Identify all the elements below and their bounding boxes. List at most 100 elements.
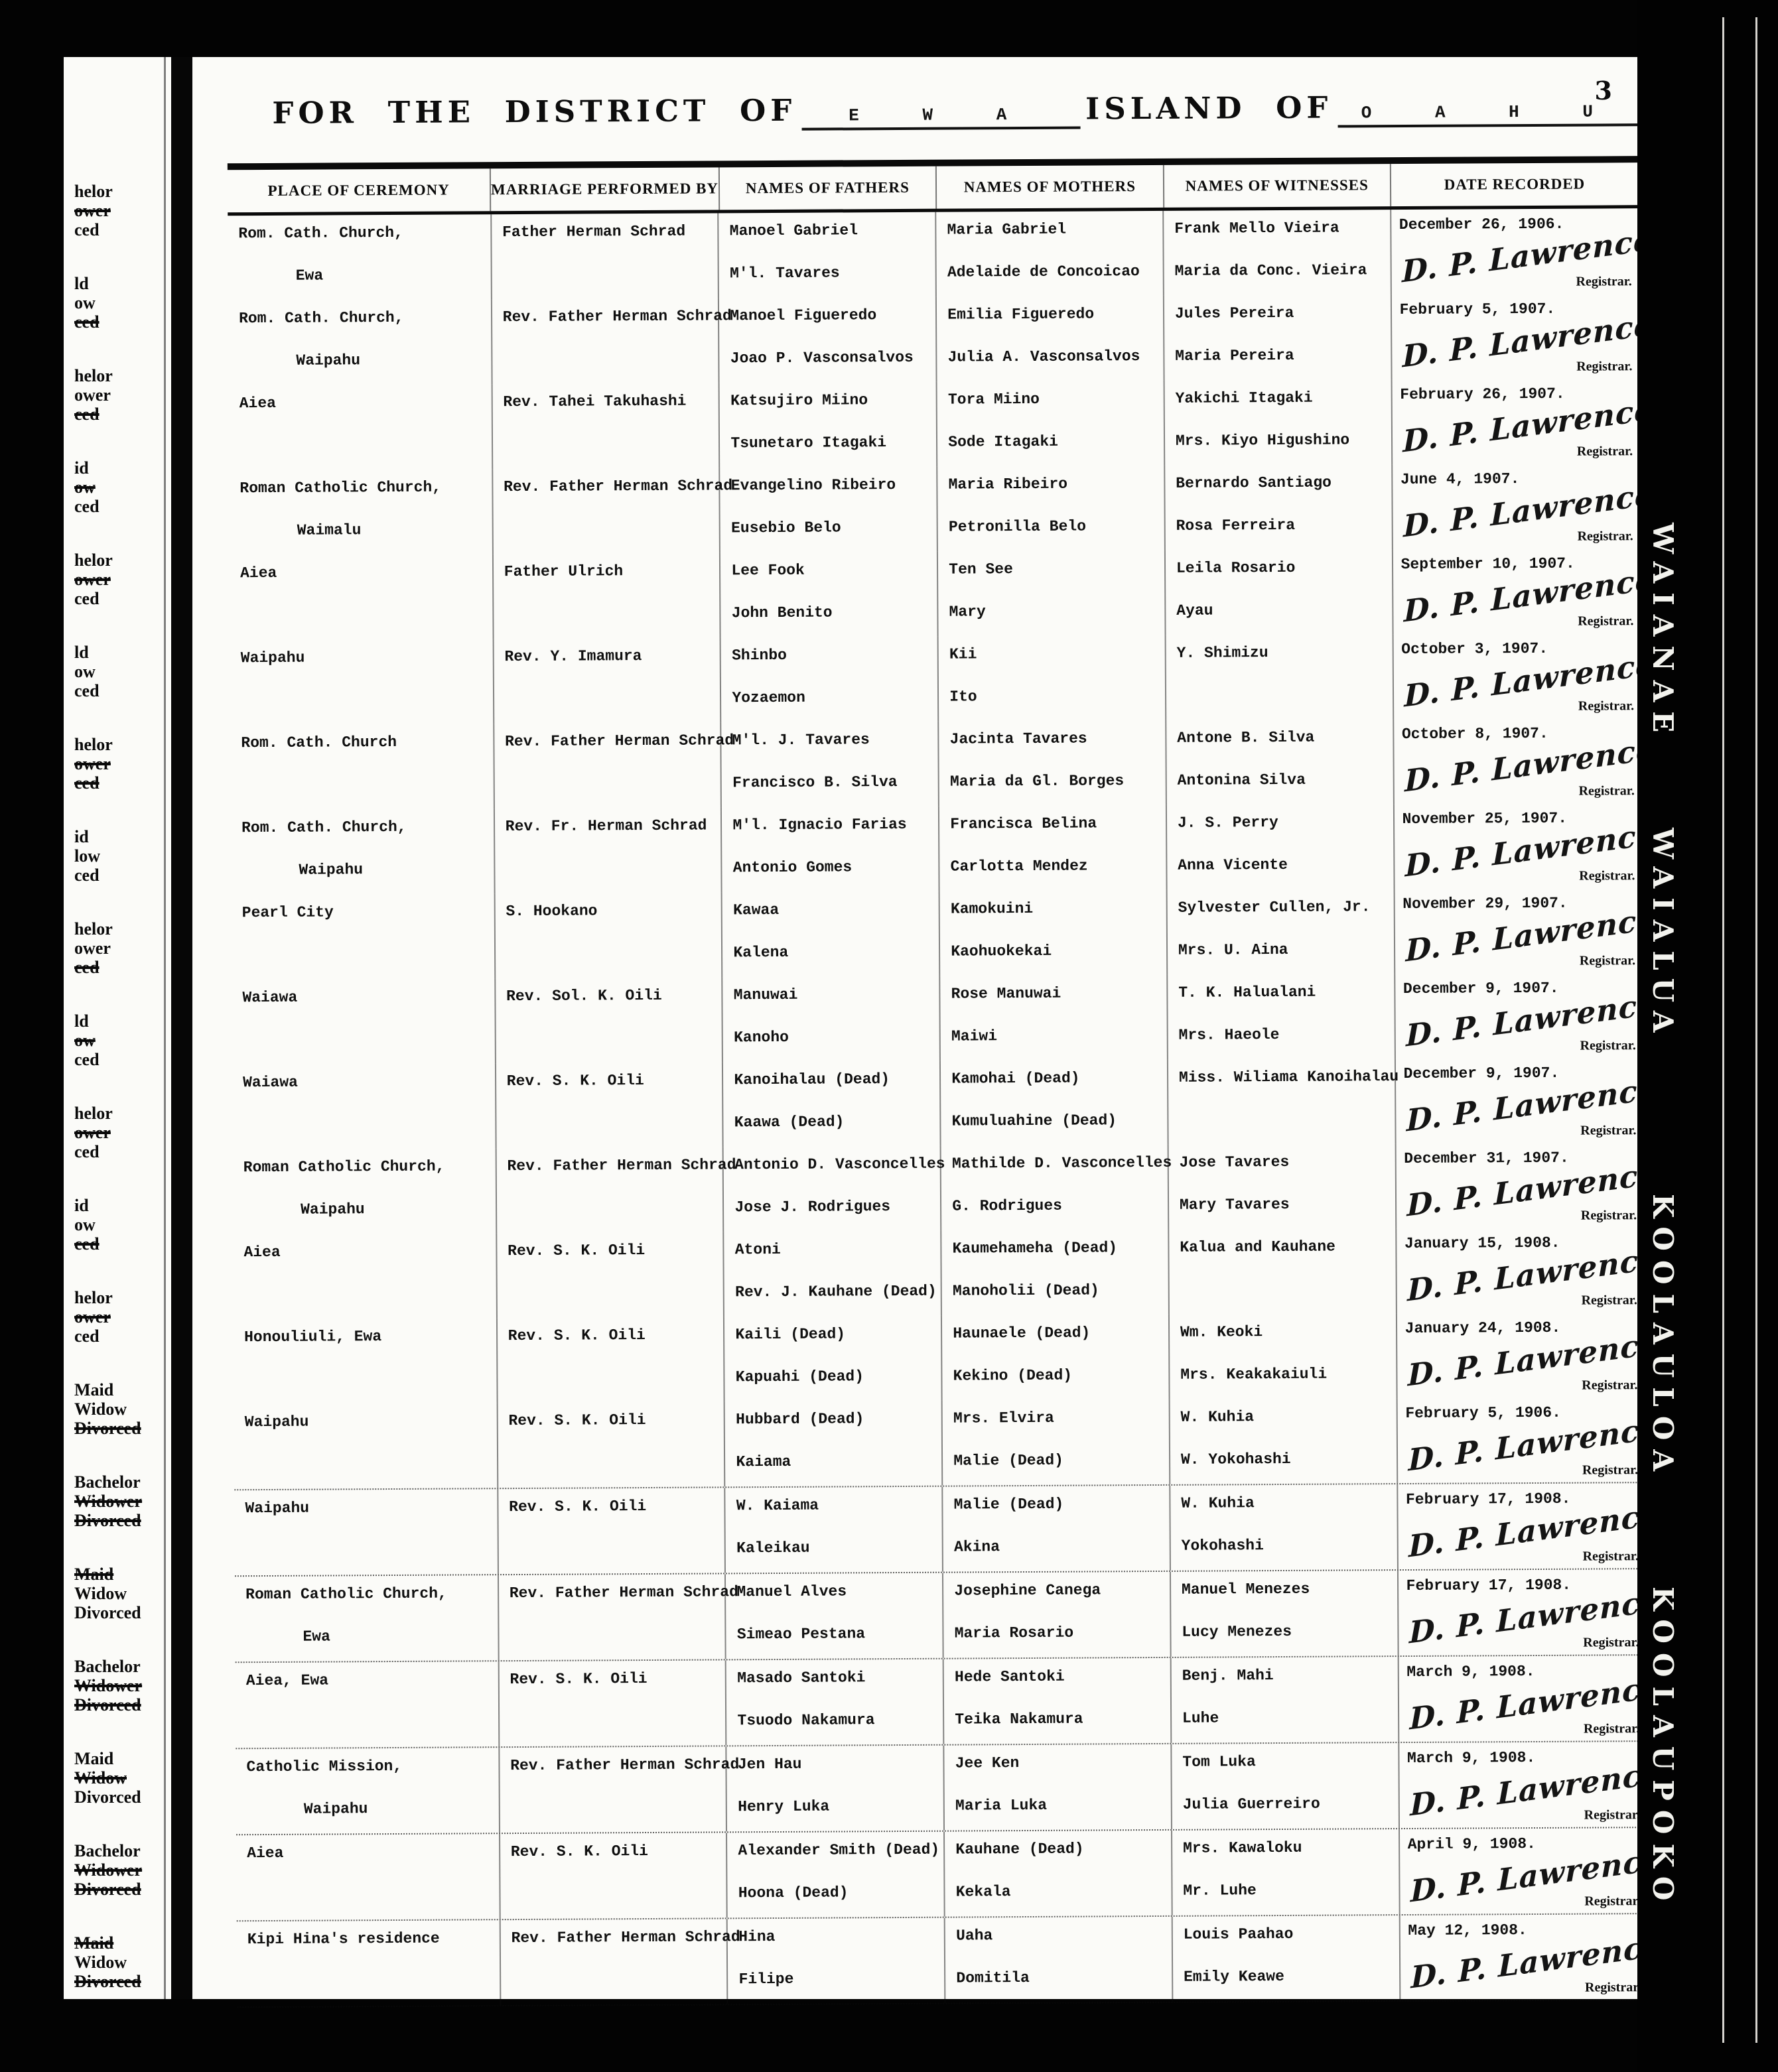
signature-title: Registrar. bbox=[1576, 274, 1632, 289]
father-bride: Rev. J. Kauhane (Dead) bbox=[735, 1282, 937, 1301]
registrar-signature: D. P. Lawrence Registrar. bbox=[1399, 986, 1657, 1057]
place-line-1: Roman Catholic Church, bbox=[243, 1157, 445, 1177]
margin-fragment-line: Bachelor bbox=[74, 1657, 141, 1676]
witness-1: Miss. Wiliama Kanoihalau bbox=[1178, 1068, 1399, 1086]
witness-1: T. K. Halualani bbox=[1178, 983, 1316, 1002]
cell-date-recorded: March 9, 1908. D. P. Lawrence Registrar. bbox=[1397, 1742, 1661, 1829]
cell-place: Aiea bbox=[229, 384, 492, 470]
mother-groom: Kaumehameha (Dead) bbox=[952, 1239, 1118, 1258]
mother-bride: Teika Nakamura bbox=[955, 1710, 1083, 1728]
witness-2: Mrs. Kiyo Higushino bbox=[1175, 431, 1350, 450]
mother-groom: Rose Manuwai bbox=[951, 984, 1061, 1003]
cell-date-recorded: March 9, 1908. D. P. Lawrence Registrar. bbox=[1397, 1655, 1660, 1742]
margin-fragment-group: helor ower ced bbox=[74, 919, 113, 977]
margin-fragment-group: ld ow ced bbox=[74, 1011, 100, 1069]
cell-mothers: Kauhane (Dead) Kekala bbox=[943, 1830, 1172, 1917]
margin-fragment-line: ced bbox=[74, 220, 100, 239]
mother-groom: Jacinta Tavares bbox=[949, 730, 1087, 748]
margin-fragment-line: Maid bbox=[74, 1933, 114, 1953]
table-row: Aiea Father Ulrich Lee Fook John Benito … bbox=[230, 548, 1655, 640]
cell-date-recorded: December 9, 1907. D. P. Lawrence Registr… bbox=[1393, 972, 1657, 1059]
margin-fragment-line: Widow bbox=[74, 1399, 127, 1419]
place-line-1: Rom. Cath. Church, bbox=[241, 818, 407, 837]
margin-fragment-line: ld bbox=[74, 1011, 89, 1031]
mother-groom: Emilia Figueredo bbox=[947, 305, 1095, 324]
mother-groom: Kii bbox=[949, 645, 977, 663]
margin-fragment-line: ced bbox=[74, 1327, 100, 1346]
margin-fragment-line: helor bbox=[74, 550, 113, 570]
column-header-witnesses: NAMES OF WITNESSES bbox=[1162, 164, 1391, 208]
father-bride: Tsunetaro Itagaki bbox=[730, 434, 887, 452]
cell-mothers: Ten See Mary bbox=[937, 550, 1165, 637]
performer: Rev. S. K. Oili bbox=[506, 1072, 644, 1090]
margin-fragment-line: ld bbox=[74, 274, 89, 293]
cell-fathers: M'l. J. Tavares Francisco B. Silva bbox=[720, 721, 939, 808]
margin-fragment-line: ced bbox=[74, 866, 100, 885]
register-page: 3 FOR THE DISTRICT OF E W A ISLAND OF O … bbox=[194, 57, 1661, 2008]
island-blank: O A H U bbox=[1337, 89, 1643, 128]
margin-fragment-line: Divorced bbox=[74, 1603, 141, 1622]
cell-date-recorded: January 15, 1908. D. P. Lawrence Registr… bbox=[1395, 1227, 1658, 1314]
mother-bride: Malie (Dead) bbox=[953, 1451, 1064, 1470]
cell-witnesses: Bernardo Santiago Rosa Ferreira bbox=[1164, 464, 1392, 550]
district-spine-label: KOOLAUPOKO bbox=[1647, 1586, 1679, 1910]
place-line-1: Aiea bbox=[243, 1243, 281, 1262]
place-line-2: Waipahu bbox=[303, 1800, 368, 1818]
cell-fathers: Katsujiro Miino Tsunetaro Itagaki bbox=[718, 381, 937, 468]
margin-fragment-line: id bbox=[74, 1196, 89, 1215]
signature-title: Registrar. bbox=[1580, 1208, 1637, 1223]
column-header-fathers: NAMES OF FATHERS bbox=[718, 166, 936, 210]
margin-fragment-line: Divorced bbox=[74, 1419, 141, 1438]
margin-fragment-line: ower bbox=[74, 1307, 111, 1327]
witness-2: Maria Pereira bbox=[1175, 346, 1294, 365]
margin-fragment-line: ow bbox=[74, 1031, 96, 1050]
father-groom: Kaili (Dead) bbox=[735, 1325, 846, 1344]
signature-title: Registrar. bbox=[1584, 1894, 1641, 1909]
margin-fragment-group: helor ower ced bbox=[74, 366, 113, 424]
registrar-signature: D. P. Lawrence Registrar. bbox=[1397, 562, 1654, 633]
cell-mothers: Francisca Belina Carlotta Mendez bbox=[938, 805, 1166, 891]
cell-date-recorded: November 25, 1907. D. P. Lawrence Regist… bbox=[1393, 803, 1656, 889]
cell-fathers: Masado Santoki Tsuodo Nakamura bbox=[725, 1659, 943, 1746]
place-line-1: Honouliuli, Ewa bbox=[244, 1328, 382, 1346]
cell-performed-by: Rev. Sol. K. Oili bbox=[494, 977, 722, 1064]
mother-bride: G. Rodrigues bbox=[952, 1197, 1063, 1215]
margin-fragment-line: Widower bbox=[74, 1676, 143, 1695]
performer: Father Ulrich bbox=[504, 562, 624, 581]
mother-groom: Jee Ken bbox=[955, 1754, 1020, 1772]
cell-fathers: Atoni Rev. J. Kauhane (Dead) bbox=[722, 1230, 941, 1317]
margin-fragment-line: Maid bbox=[74, 1565, 114, 1584]
place-line-2: Waipahu bbox=[301, 1200, 365, 1218]
cell-witnesses: W. Kuhia W. Yokohashi bbox=[1168, 1398, 1397, 1484]
mother-bride: Julia A. Vasconsalvos bbox=[947, 348, 1140, 366]
father-bride: Tsuodo Nakamura bbox=[737, 1711, 875, 1730]
cell-mothers: Jee Ken Maria Luka bbox=[943, 1744, 1171, 1831]
mother-groom: Hede Santoki bbox=[954, 1667, 1065, 1686]
table-row: Rom. Cath. Church, Waipahu Rev. Father H… bbox=[228, 293, 1653, 385]
cell-performed-by: Rev. S. K. Oili bbox=[498, 1833, 727, 1919]
witness-1: Kalua and Kauhane bbox=[1180, 1238, 1336, 1256]
father-groom: Kanoihalau (Dead) bbox=[734, 1070, 890, 1089]
marriage-record-table: PLACE OF CEREMONY MARRIAGE PERFORMED BY … bbox=[227, 156, 1661, 2008]
witness-2: Mary Tavares bbox=[1179, 1195, 1290, 1214]
witness-1: Jose Tavares bbox=[1179, 1153, 1290, 1171]
cell-place: Kipi Hina's residence bbox=[237, 1920, 500, 2006]
cell-performed-by: Rev. Father Herman Schrad bbox=[499, 1919, 740, 2006]
place-line-1: Waipahu bbox=[244, 1413, 309, 1431]
margin-fragment-line: Divorced bbox=[74, 1695, 141, 1715]
right-page-edge: WAIANAE WAIALUA KOOLAULOA KOOLAUPOKO bbox=[1637, 0, 1778, 2072]
mother-groom: Josephine Canega bbox=[954, 1581, 1101, 1600]
margin-fragment-group: Maid Widow Divorced bbox=[74, 1380, 141, 1438]
margin-fragment-line: ower bbox=[74, 570, 111, 589]
signature-title: Registrar. bbox=[1578, 783, 1635, 799]
margin-fragment-group: Bachelor Widower Divorced bbox=[74, 1472, 142, 1530]
mother-bride: Maria Rosario bbox=[954, 1624, 1074, 1642]
registrar-signature: D. P. Lawrence Registrar. bbox=[1397, 477, 1654, 548]
witness-1: Tom Luka bbox=[1182, 1753, 1256, 1771]
cell-mothers: Josephine Canega Maria Rosario bbox=[942, 1571, 1170, 1658]
father-groom: W. Kaiama bbox=[736, 1496, 819, 1515]
mother-bride: Akina bbox=[953, 1538, 1000, 1556]
cell-performed-by: Rev. Fr. Herman Schrad bbox=[493, 807, 721, 894]
mother-bride: Sode Itagaki bbox=[948, 432, 1058, 451]
place-line-1: Aiea bbox=[247, 1844, 284, 1862]
